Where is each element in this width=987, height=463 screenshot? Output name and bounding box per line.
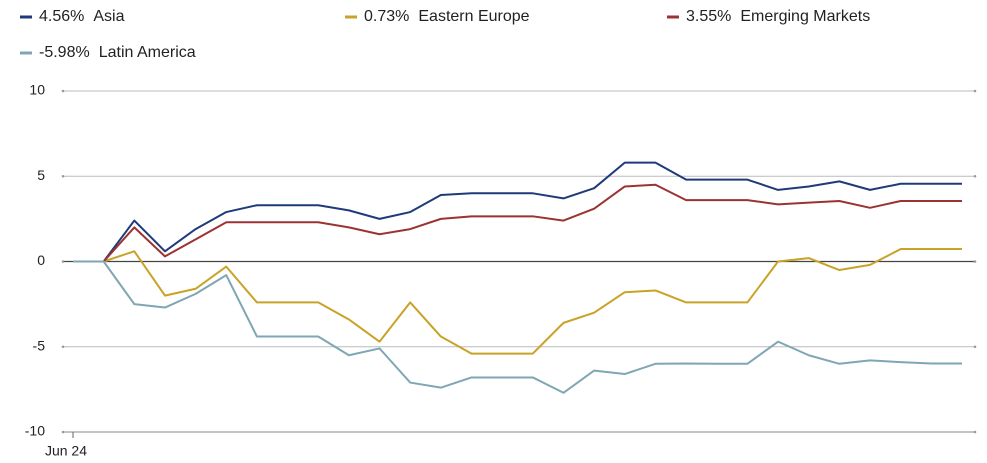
series-line (73, 260, 962, 394)
x-tick-label: Jun 24 (45, 443, 87, 459)
y-tick-label: 0 (37, 252, 45, 268)
legend-name: Asia (93, 8, 124, 25)
grid-end (973, 89, 977, 93)
legend-value: 3.55% (686, 8, 731, 25)
series-line (73, 161, 962, 263)
grid-end (61, 89, 65, 93)
y-tick-label: -10 (25, 423, 45, 439)
y-tick-label: 10 (29, 82, 45, 98)
y-tick-label: 5 (37, 167, 45, 183)
grid-end (973, 174, 977, 178)
grid-end (61, 430, 65, 434)
series-line (73, 183, 962, 263)
legend-name: Eastern Europe (418, 8, 529, 25)
legend-value: 0.73% (364, 8, 409, 25)
grid-end (973, 345, 977, 349)
legend-label: 4.56% Asia (39, 8, 125, 25)
grid-end (973, 430, 977, 434)
grid-end (973, 260, 977, 263)
grid-end (61, 174, 65, 178)
legend-name: Latin America (99, 44, 196, 61)
grid-end (61, 345, 65, 349)
legend-label: 0.73% Eastern Europe (364, 8, 530, 25)
y-tick-label: -5 (33, 337, 46, 353)
series-line (73, 248, 962, 355)
legend-name: Emerging Markets (740, 8, 870, 25)
grid-end (61, 260, 65, 263)
legend-value: -5.98% (39, 44, 90, 61)
legend-label: 3.55% Emerging Markets (686, 8, 870, 25)
legend-value: 4.56% (39, 8, 84, 25)
legend-label: -5.98% Latin America (39, 44, 196, 61)
